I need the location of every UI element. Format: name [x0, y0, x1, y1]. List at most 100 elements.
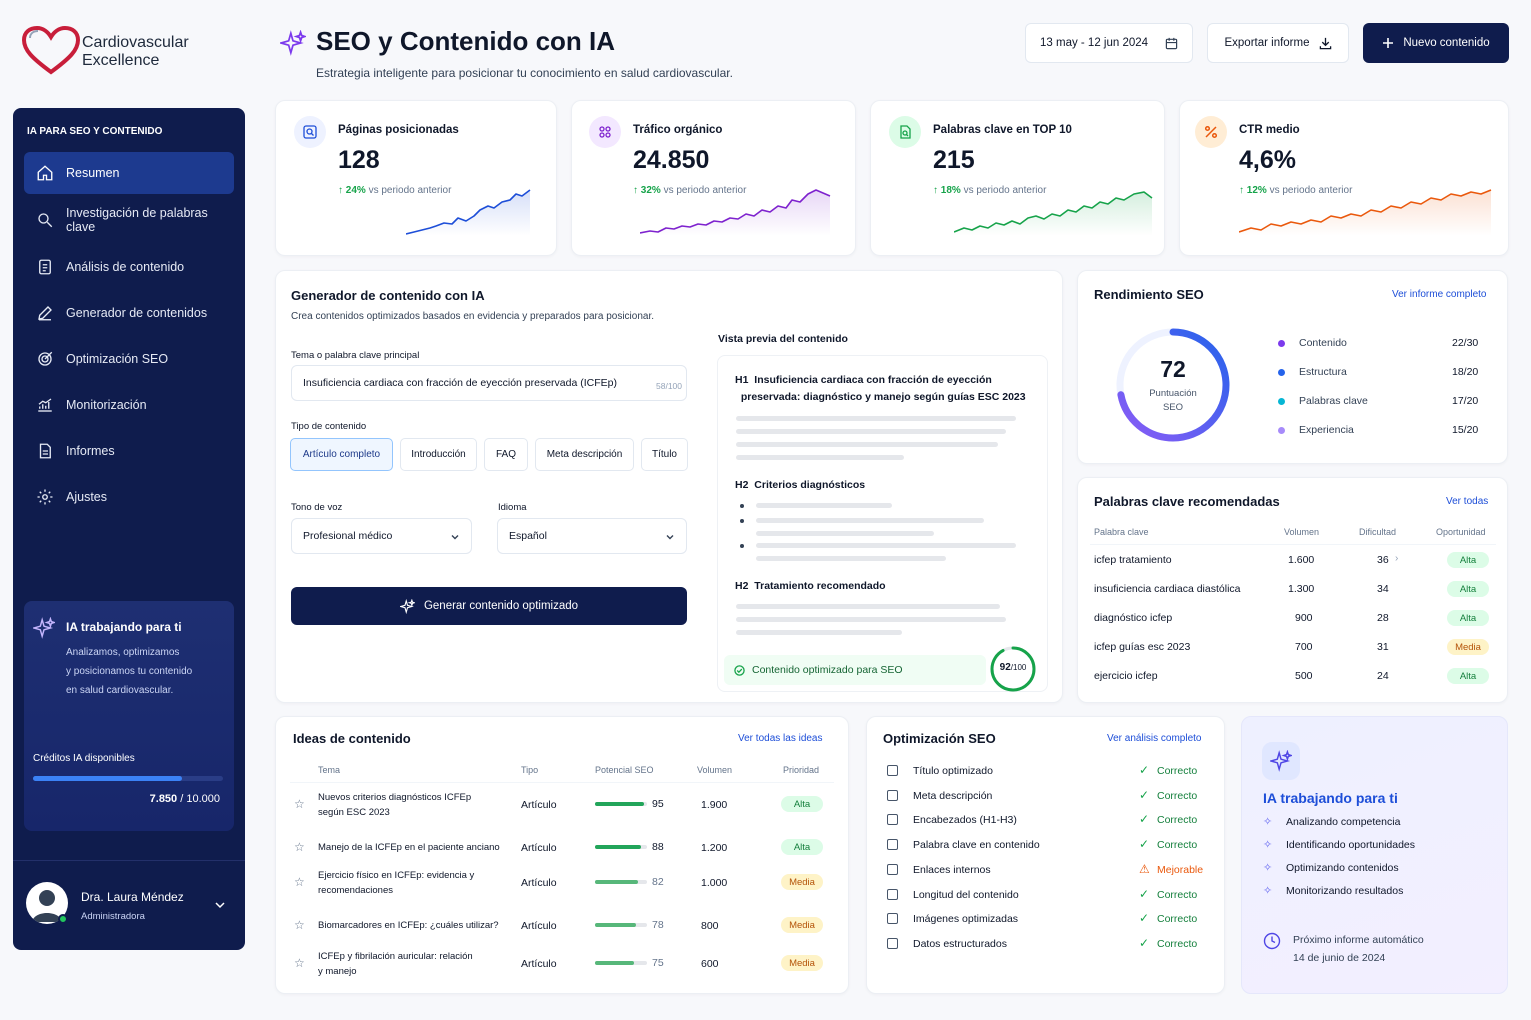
check-icon: ✓: [1139, 935, 1150, 950]
table-row[interactable]: icfep guías esc 2023 700 31 Media: [1090, 635, 1496, 659]
seo-item-value: 18/20: [1452, 366, 1479, 378]
structured-data-icon: [887, 937, 898, 949]
user-menu[interactable]: Dra. Laura Méndez Administradora: [24, 878, 234, 930]
seo-check-row[interactable]: Datos estructurados ✓ Correcto: [883, 935, 1209, 955]
seo-check-row[interactable]: Meta descripción ✓ Correcto: [883, 787, 1209, 807]
sparkline-ctr: [1239, 189, 1492, 236]
kpi-value: 4,6%: [1239, 146, 1296, 174]
next-report-date: 14 de junio de 2024: [1293, 952, 1386, 964]
ai-working-box: IA trabajando para ti Analizamos, optimi…: [24, 601, 234, 831]
seo-check-row[interactable]: Imágenes optimizadas ✓ Correcto: [883, 910, 1209, 930]
sidebar-item-ajustes[interactable]: Ajustes: [24, 476, 234, 518]
table-row[interactable]: insuficiencia cardiaca diastólica 1.300 …: [1090, 577, 1496, 601]
kw-difficulty: 36: [1377, 554, 1389, 566]
idea-row[interactable]: ☆ ICFEp y fibrilación auricular: relación…: [290, 946, 834, 980]
sidebar-item-monitorizacion[interactable]: Monitorización: [24, 384, 234, 426]
bullet: [740, 544, 744, 548]
language-select[interactable]: Español: [497, 518, 687, 554]
check-icon: ✓: [1139, 837, 1150, 852]
sparkline-area: [406, 190, 530, 236]
star-icon[interactable]: ☆: [294, 875, 305, 889]
kpi-title: Palabras clave en TOP 10: [933, 124, 1072, 136]
credits-total: 10.000: [186, 793, 220, 805]
ring-progress: [990, 646, 1036, 692]
bullet: [740, 519, 744, 523]
seo-check-status: Correcto: [1157, 765, 1198, 777]
seo-potential-value: 78: [652, 919, 664, 931]
star-icon[interactable]: ☆: [294, 840, 305, 854]
star-icon[interactable]: ☆: [294, 956, 305, 970]
score-value: 92: [999, 662, 1011, 673]
legend-dot-palabras: [1278, 398, 1285, 405]
kw-difficulty: 24: [1377, 670, 1389, 682]
seo-check-label: Meta descripción: [913, 789, 993, 802]
generator-title: Generador de contenido con IA: [291, 288, 485, 303]
table-row[interactable]: icfep tratamiento 1.600 36 › Alta: [1090, 548, 1496, 572]
table-row[interactable]: ejercicio icfep 500 24 Alta: [1090, 664, 1496, 688]
title-icon: [887, 765, 898, 776]
chevron-down-icon[interactable]: [214, 899, 226, 911]
type-option-titulo[interactable]: Título: [641, 438, 688, 471]
legend-dot-estructura: [1278, 369, 1285, 376]
ai-panel-icon-wrap: [1262, 742, 1300, 780]
sidebar-item-keywords[interactable]: Investigación de palabras clave: [24, 199, 234, 241]
type-option-meta[interactable]: Meta descripción: [535, 438, 634, 471]
seo-check-row[interactable]: Longitud del contenido ✓ Correcto: [883, 886, 1209, 906]
kpi-delta: ↑ 24% vs periodo anterior: [338, 185, 452, 196]
sidebar-item-optimizacion[interactable]: Optimización SEO: [24, 338, 234, 380]
view-all-keywords-link[interactable]: Ver todas: [1446, 496, 1489, 507]
type-option-introduccion[interactable]: Introducción: [400, 438, 477, 471]
placeholder-line: [736, 455, 904, 460]
ai-task-item: Identificando oportunidades: [1286, 839, 1416, 851]
plus-icon: [1383, 38, 1394, 48]
topic-input[interactable]: Insuficiencia cardiaca con fracción de e…: [291, 365, 687, 401]
seo-check-row[interactable]: Título optimizado ✓ Correcto: [883, 762, 1209, 782]
date-range-picker[interactable]: 13 may - 12 jun 2024: [1025, 23, 1193, 63]
sidebar-item-informes[interactable]: Informes: [24, 430, 234, 472]
idea-row[interactable]: ☆ Biomarcadores en ICFEp: ¿cuáles utiliza…: [290, 908, 834, 942]
check-icon: ✓: [1139, 763, 1150, 777]
placeholder-line: [736, 442, 998, 447]
table-row[interactable]: diagnóstico icfep 900 28 Alta: [1090, 606, 1496, 630]
seo-potential-value: 88: [652, 841, 664, 853]
type-option-faq[interactable]: FAQ: [484, 438, 528, 471]
divider: [1090, 544, 1496, 545]
sidebar-item-generador[interactable]: Generador de contenidos: [24, 292, 234, 334]
view-full-analysis-link[interactable]: Ver análisis completo: [1107, 733, 1202, 744]
sidebar-divider: [13, 860, 245, 861]
idea-volume: 1.200: [701, 842, 728, 854]
placeholder-line: [736, 429, 1006, 434]
sidebar-item-resumen[interactable]: Resumen: [24, 152, 234, 194]
seo-check-row[interactable]: Palabra clave en contenido ✓ Correcto: [883, 836, 1209, 856]
opportunity-badge: Media: [1447, 639, 1489, 655]
col-header: Volumen: [1284, 527, 1320, 537]
logo[interactable]: Cardiovascular Excellence: [22, 26, 222, 76]
headings-icon: [887, 814, 898, 826]
export-report-button[interactable]: Exportar informe: [1207, 23, 1349, 63]
sidebar-item-analisis[interactable]: Análisis de contenido: [24, 246, 234, 288]
export-label: Exportar informe: [1224, 37, 1310, 49]
star-icon[interactable]: ☆: [294, 918, 305, 932]
tone-select[interactable]: Profesional médico: [291, 518, 472, 554]
seo-check-row[interactable]: Enlaces internos ⚠ Mejorable: [883, 861, 1209, 881]
idea-row[interactable]: ☆ Nuevos criterios diagnósticos ICFEp segú…: [290, 787, 834, 821]
kw: icfep tratamiento: [1094, 554, 1172, 566]
idea-row[interactable]: ☆ Manejo de la ICFEp en el paciente ancia…: [290, 830, 834, 864]
sidebar-item-label: Informes: [66, 444, 115, 458]
seo-potential-bar: [595, 923, 647, 927]
view-full-report-link[interactable]: Ver informe completo: [1392, 289, 1487, 300]
idea-row[interactable]: ☆ Ejercicio físico en ICFEp: evidencia y r…: [290, 865, 834, 899]
type-option-articulo[interactable]: Artículo completo: [290, 438, 393, 471]
col-header: Tema: [318, 765, 341, 775]
generate-content-button[interactable]: Generar contenido optimizado: [291, 587, 687, 625]
star-icon[interactable]: ☆: [294, 797, 305, 811]
view-all-ideas-link[interactable]: Ver todas las ideas: [738, 733, 823, 744]
content-type-label: Tipo de contenido: [291, 421, 367, 432]
new-content-button[interactable]: Nuevo contenido: [1363, 23, 1509, 63]
keywords-title: Palabras clave recomendadas: [1094, 494, 1280, 509]
priority-badge: Media: [781, 955, 823, 971]
kw-volume: 700: [1295, 641, 1313, 653]
seo-check-row[interactable]: Encabezados (H1-H3) ✓ Correcto: [883, 811, 1209, 831]
content-score-ring: [990, 646, 1036, 692]
seo-score-label: Puntuación: [1149, 388, 1197, 399]
